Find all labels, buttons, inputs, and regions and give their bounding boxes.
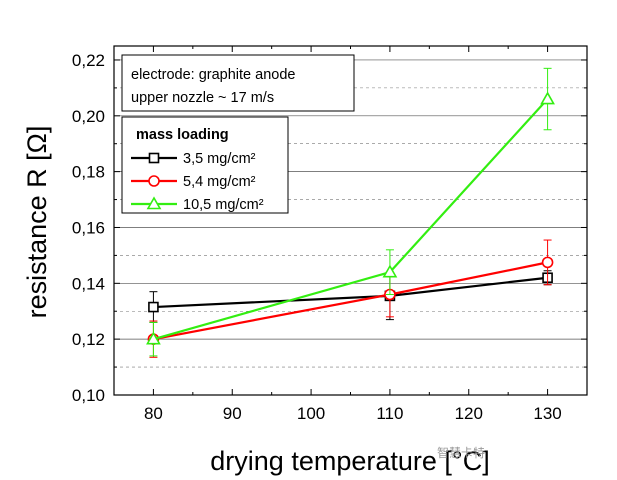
data-point [148, 301, 159, 313]
legend-entries: 3,5 mg/cm² 5,4 mg/cm² 10,5 mg/cm² [131, 151, 264, 213]
x-tick-label: 110 [376, 404, 403, 423]
data-point [541, 256, 554, 269]
legend-marker [146, 196, 162, 210]
y-axis-title: resistance R [Ω] [22, 126, 52, 319]
legend: mass loading 3,5 mg/cm² 5,4 mg/cm² 10,5 mg… [121, 116, 289, 214]
x-tick-label: 130 [533, 404, 561, 423]
y-tick-label: 0,12 [72, 330, 105, 349]
series-3 [146, 67, 555, 357]
annotation-frame [121, 54, 355, 112]
x-tick-label: 100 [297, 404, 325, 423]
y-tick-label: 0,20 [72, 107, 105, 126]
legend-label: 3,5 mg/cm² [183, 151, 256, 167]
legend-label: 5,4 mg/cm² [183, 174, 256, 190]
legend-marker [148, 152, 160, 164]
data-point [540, 91, 555, 105]
series-line [153, 261, 548, 341]
x-tick-label: 80 [144, 404, 163, 423]
annotation-line-2: upper nozzle ~ 17 m/s [131, 90, 274, 106]
x-axis-title: drying temperature [°C] [210, 446, 489, 476]
data-point [382, 264, 398, 278]
x-tick-label: 90 [223, 404, 242, 423]
legend-label: 10,5 mg/cm² [183, 197, 264, 213]
annotation-line-1: electrode: graphite anode [131, 67, 295, 83]
y-tick-label: 0,16 [72, 218, 105, 237]
legend-title: mass loading [136, 127, 229, 143]
y-tick-label: 0,14 [72, 274, 105, 293]
annotation-box: electrode: graphite anode upper nozzle ~… [121, 54, 355, 112]
y-tick-label: 0,10 [72, 386, 105, 405]
data-point [146, 331, 161, 345]
watermark: 智慧卡特 [437, 445, 485, 460]
y-tick-label: 0,18 [72, 163, 105, 182]
series-1 [148, 270, 553, 323]
axes: 0,10 0,12 0,14 0,16 0,18 0,20 0,22 80 90 100 110 12… [72, 46, 587, 423]
x-tick-label: 120 [455, 404, 483, 423]
series-group [146, 67, 555, 358]
legend-marker [148, 175, 160, 187]
y-tick-label: 0,22 [72, 51, 105, 70]
legend-frame [121, 116, 289, 214]
